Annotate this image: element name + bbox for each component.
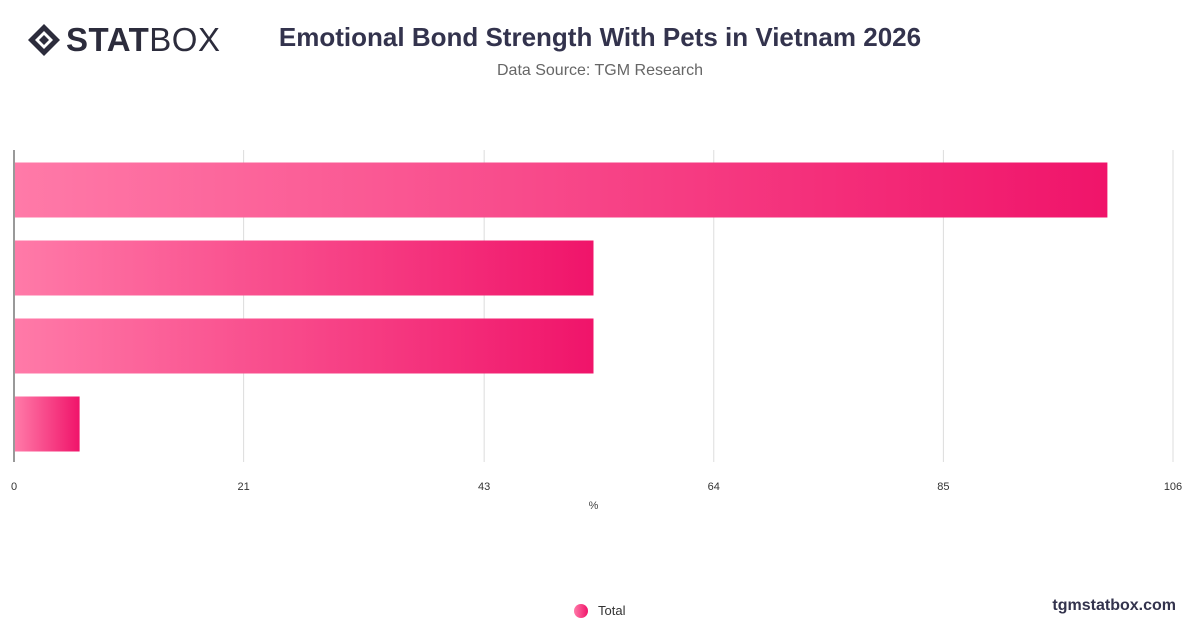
statbox-logo: STATBOX <box>26 22 220 58</box>
x-tick-label: 21 <box>237 481 249 493</box>
x-tick-label: 0 <box>11 481 17 493</box>
source-credit: tgmstatbox.com <box>1052 597 1176 614</box>
bar[interactable] <box>15 396 80 452</box>
chart-title: Emotional Bond Strength With Pets in Vie… <box>278 22 922 52</box>
legend-marker <box>574 603 588 618</box>
logo-wordmark: STATBOX <box>66 22 220 58</box>
x-tick-label: 43 <box>478 481 490 493</box>
logo-text-light: BOX <box>149 21 221 58</box>
x-tick-label: 85 <box>937 481 949 493</box>
logo-text-bold: STAT <box>66 21 150 58</box>
x-axis-ticks: 0 21 43 64 85 106 <box>11 481 1182 493</box>
bar[interactable] <box>15 318 594 374</box>
statbox-logo-icon <box>28 24 60 56</box>
bar[interactable] <box>15 240 594 296</box>
chart-subtitle: Data Source: TGM Research <box>496 62 703 79</box>
x-axis-title: % <box>589 500 599 512</box>
x-tick-label: 106 <box>1164 481 1182 493</box>
x-tick-label: 64 <box>708 481 720 493</box>
legend-label: Total <box>598 603 626 618</box>
legend[interactable]: Total <box>574 603 625 618</box>
bar[interactable] <box>15 162 1108 218</box>
bars <box>15 162 1108 452</box>
